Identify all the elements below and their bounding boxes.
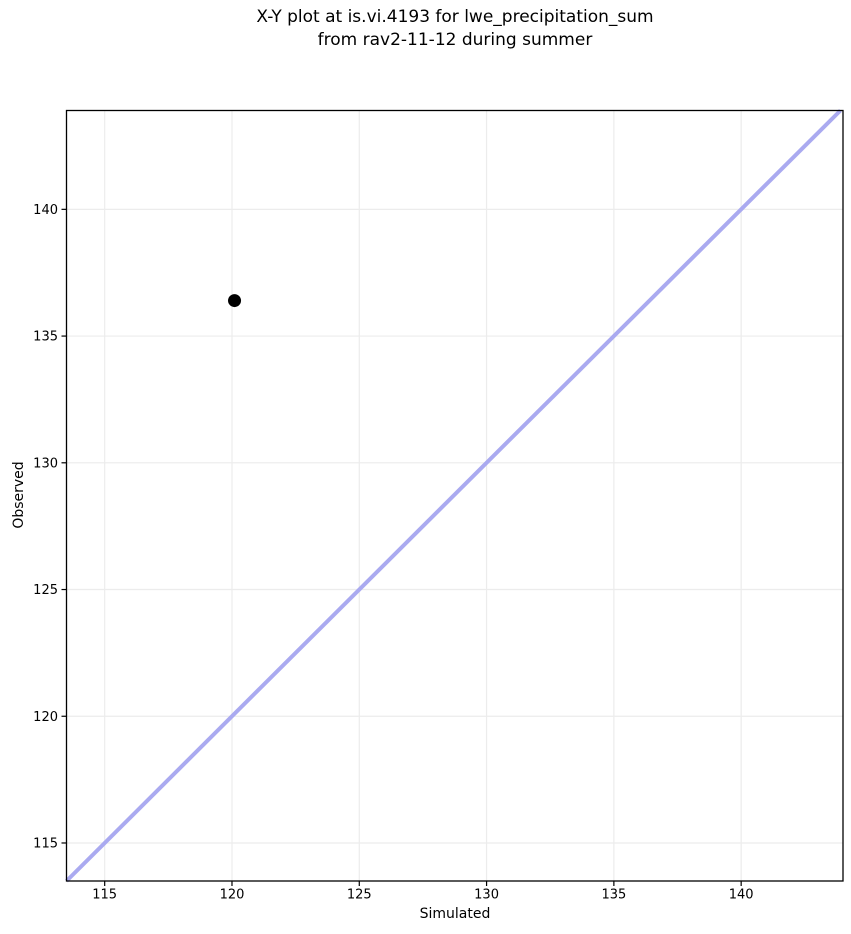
y-tick-label: 115: [33, 836, 58, 851]
x-tick-label: 120: [220, 888, 245, 903]
x-tick-label: 140: [729, 888, 754, 903]
chart-title: X-Y plot at is.vi.4193 for lwe_precipita…: [66, 6, 844, 52]
y-tick-label: 140: [33, 203, 58, 218]
data-point: [228, 294, 242, 308]
x-tick-label: 125: [347, 888, 372, 903]
plot-border: [65, 109, 844, 882]
y-tick-label: 130: [33, 456, 58, 471]
identity-line: [65, 109, 842, 883]
x-tick-label: 135: [601, 888, 626, 903]
y-tick-label: 120: [33, 710, 58, 725]
y-tick-label: 125: [33, 583, 58, 598]
x-axis-label: Simulated: [419, 906, 491, 922]
x-tick-label: 115: [92, 888, 117, 903]
x-tick-label: 130: [474, 888, 499, 903]
chart-title-line2: from rav2-11-12 during summer: [317, 30, 593, 50]
y-tick-label: 135: [33, 330, 58, 345]
y-axis-label: Observed: [11, 461, 27, 529]
chart-title-line1: X-Y plot at is.vi.4193 for lwe_precipita…: [256, 7, 654, 27]
